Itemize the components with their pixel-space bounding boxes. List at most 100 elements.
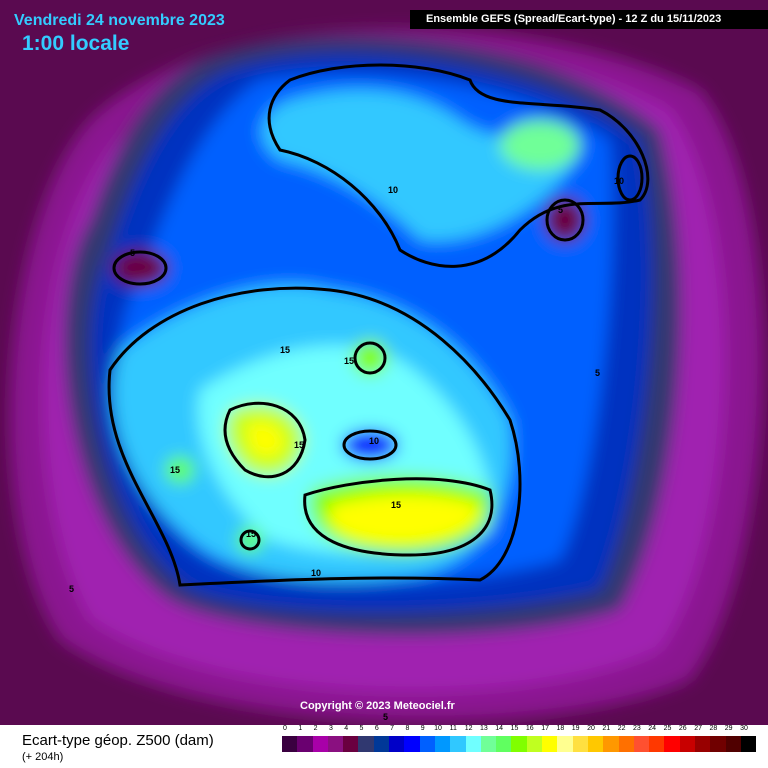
legend-ticks: 0 1 2 3 4 5 6 7 8 9 10 11 12 13 14 15 16 17 18 19 20 21 22 23 24… <box>282 725 762 735</box>
legend-swatch <box>618 736 634 752</box>
legend-tick: 29 <box>724 725 733 732</box>
legend-swatch <box>557 736 573 752</box>
legend-swatch <box>725 736 741 752</box>
legend-tick: 30 <box>740 725 748 732</box>
legend-swatch <box>358 736 374 752</box>
legend-tick: 12 <box>464 725 473 732</box>
contour-label: 5 <box>595 368 600 378</box>
contour-15-europe <box>303 477 494 557</box>
contour-label: 10 <box>311 568 321 578</box>
legend-swatch <box>373 736 390 752</box>
legend-tick: 20 <box>587 725 595 732</box>
legend-swatch <box>664 736 680 752</box>
legend-tick: 24 <box>648 725 657 732</box>
forecast-time: 1:00 locale <box>22 32 130 55</box>
copyright: Copyright © 2023 Meteociel.fr <box>300 700 455 712</box>
legend-tick: 27 <box>694 725 702 732</box>
legend-swatch <box>587 736 604 752</box>
legend-tick: 23 <box>632 725 641 732</box>
legend-tick: 17 <box>541 725 549 732</box>
legend-swatch <box>633 736 650 752</box>
contour-label: 5 <box>383 712 388 722</box>
legend-swatch <box>450 736 466 752</box>
contour-label: 5 <box>130 248 135 258</box>
legend-swatch <box>710 736 726 752</box>
legend-swatch <box>419 736 435 752</box>
legend-tick: 28 <box>709 725 718 732</box>
legend-swatch <box>312 736 328 752</box>
legend-tick: 1 <box>298 725 303 732</box>
legend-swatch <box>526 736 543 752</box>
legend-swatch <box>649 736 665 752</box>
contours <box>107 63 650 587</box>
legend-swatch <box>389 736 405 752</box>
legend-tick: 4 <box>344 725 349 732</box>
legend-tick: 25 <box>663 725 672 732</box>
legend-tick: 6 <box>374 725 379 732</box>
spread-field <box>9 29 763 721</box>
legend-swatch <box>496 736 512 752</box>
legend-swatch <box>297 736 313 752</box>
legend-tick: 11 <box>449 725 457 732</box>
legend-swatch <box>282 736 298 752</box>
contour-label: 15 <box>280 345 290 355</box>
legend-swatch <box>572 736 588 752</box>
contour-15-arctic <box>353 341 387 375</box>
legend-swatch <box>740 736 757 752</box>
legend-tick: 10 <box>434 725 442 732</box>
contour-label: 5 <box>558 205 563 215</box>
legend-swatch <box>327 736 344 752</box>
contour-15-atlantic <box>239 529 261 551</box>
legend-swatch <box>404 736 420 752</box>
contour-label: 15 <box>344 356 354 366</box>
legend-tick: 9 <box>420 725 425 732</box>
contour-10-main <box>107 286 522 587</box>
legend-swatch <box>343 736 359 752</box>
contour-label: 15 <box>391 500 401 510</box>
contour-label: 10 <box>388 185 398 195</box>
contour-10-center <box>342 429 398 461</box>
contour-label: 15 <box>294 440 304 450</box>
contour-label: 10 <box>614 176 624 186</box>
legend-tick: 5 <box>359 725 364 732</box>
contour-label: 15 <box>170 465 180 475</box>
legend-tick: 14 <box>495 725 504 732</box>
legend-tick: 13 <box>479 725 488 732</box>
legend-tick: 22 <box>617 725 626 732</box>
legend-title: Ecart-type géop. Z500 (dam) <box>22 732 214 749</box>
lead-time: (+ 204h) <box>22 751 64 763</box>
contour-5-siberia <box>545 198 585 242</box>
forecast-date: Vendredi 24 novembre 2023 <box>14 12 225 29</box>
contour-label: 10 <box>369 436 379 446</box>
legend-tick: 16 <box>525 725 534 732</box>
legend-swatch <box>542 736 558 752</box>
legend-tick: 18 <box>556 725 565 732</box>
legend-tick: 15 <box>510 725 519 732</box>
contour-label: 5 <box>69 584 74 594</box>
model-run-banner: Ensemble GEFS (Spread/Ecart-type) - 12 Z… <box>410 10 768 29</box>
legend-swatch <box>679 736 696 752</box>
contour-15-greenland <box>223 401 307 479</box>
contour-label: 15 <box>246 529 256 539</box>
legend-swatch <box>434 736 451 752</box>
legend-tick: 21 <box>602 725 611 732</box>
contour-10-north <box>267 63 650 268</box>
legend-tick: 19 <box>571 725 580 732</box>
legend-tick: 8 <box>405 725 410 732</box>
legend-tick: 3 <box>328 725 333 732</box>
legend-tick: 26 <box>678 725 687 732</box>
contour-10-pacific <box>616 154 644 202</box>
legend-swatch <box>511 736 527 752</box>
legend-swatch <box>603 736 619 752</box>
contour-5-america <box>112 250 168 286</box>
legend-swatch <box>695 736 711 752</box>
legend-tick: 0 <box>283 725 287 732</box>
legend-tick: 2 <box>313 725 318 732</box>
spread-map: 5 10 10 5 5 15 15 10 15 15 15 15 10 5 5 <box>0 0 768 725</box>
legend-tick: 7 <box>390 725 395 732</box>
legend-swatch <box>465 736 481 752</box>
contour-labels: 5 10 10 5 5 15 15 10 15 15 15 15 10 5 5 <box>69 176 624 722</box>
color-scale <box>282 736 757 752</box>
legend-swatch <box>480 736 497 752</box>
